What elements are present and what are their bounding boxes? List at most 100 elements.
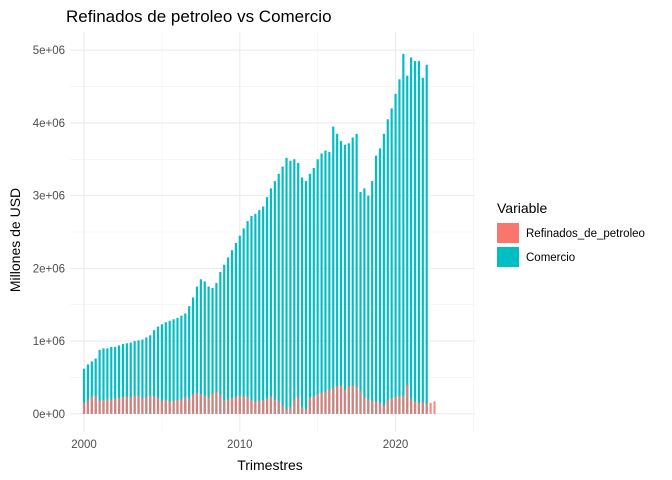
bar-refinados-de-petroleo — [347, 386, 350, 414]
bar-comercio — [110, 346, 113, 414]
bar-refinados-de-petroleo — [223, 400, 226, 414]
bar-refinados-de-petroleo — [207, 397, 210, 414]
bar-comercio — [82, 368, 86, 414]
bar-comercio — [297, 162, 300, 414]
bar-refinados-de-petroleo — [172, 400, 175, 414]
bar-refinados-de-petroleo — [371, 400, 374, 414]
bar-refinados-de-petroleo — [106, 399, 109, 414]
bar-refinados-de-petroleo — [129, 397, 132, 414]
bar-refinados-de-petroleo — [304, 409, 308, 414]
bar-comercio — [242, 228, 245, 414]
bar-refinados-de-petroleo — [277, 400, 280, 414]
bar-refinados-de-petroleo — [269, 396, 273, 414]
bar-comercio — [199, 279, 202, 414]
bar-refinados-de-petroleo — [203, 395, 206, 414]
bar-comercio — [308, 173, 311, 414]
bar-comercio — [133, 341, 136, 414]
bar-comercio — [246, 221, 249, 414]
bar-comercio — [207, 286, 210, 414]
bar-comercio — [304, 181, 308, 414]
bar-refinados-de-petroleo — [281, 405, 284, 414]
bar-refinados-de-petroleo — [382, 405, 385, 414]
plot-panel — [70, 32, 475, 432]
bar-refinados-de-petroleo — [324, 391, 327, 414]
legend-title: Variable — [497, 200, 548, 216]
bar-refinados-de-petroleo — [191, 394, 195, 414]
bar-comercio — [281, 166, 284, 414]
bar-comercio — [262, 206, 265, 414]
bar-comercio — [172, 319, 175, 414]
bar-refinados-de-petroleo — [293, 399, 296, 414]
y-axis-title: Millones de USD — [7, 188, 23, 292]
bar-comercio — [153, 330, 156, 414]
bar-refinados-de-petroleo — [258, 400, 261, 414]
bar-comercio — [382, 133, 385, 414]
bar-comercio — [258, 210, 261, 414]
bar-refinados-de-petroleo — [180, 399, 183, 414]
bar-refinados-de-petroleo — [90, 396, 93, 414]
bar-refinados-de-petroleo — [378, 402, 382, 414]
bar-comercio — [378, 148, 382, 414]
bar-comercio — [164, 322, 167, 414]
bars — [82, 53, 436, 414]
bar-refinados-de-petroleo — [413, 401, 417, 414]
bar-comercio — [328, 152, 331, 414]
bar-refinados-de-petroleo — [374, 401, 378, 414]
bar-comercio — [117, 345, 121, 414]
bar-comercio — [273, 181, 276, 414]
bar-comercio — [137, 340, 140, 414]
bar-comercio — [425, 64, 428, 414]
bar-comercio — [250, 216, 253, 414]
bar-comercio — [102, 348, 105, 414]
bar-comercio — [402, 53, 405, 414]
bar-comercio — [211, 288, 214, 414]
bar-refinados-de-petroleo — [289, 407, 292, 414]
bar-comercio — [90, 361, 93, 414]
bar-comercio — [141, 339, 144, 414]
bar-comercio — [265, 197, 269, 414]
bar-comercio — [421, 77, 424, 414]
bar-comercio — [227, 257, 230, 414]
bar-refinados-de-petroleo — [82, 402, 86, 414]
bar-comercio — [184, 313, 187, 414]
bar-comercio — [180, 315, 183, 414]
bar-refinados-de-petroleo — [145, 397, 148, 414]
y-tick-label: 4e+06 — [33, 118, 65, 130]
bar-comercio — [219, 272, 222, 414]
bar-comercio — [343, 144, 347, 414]
bar-refinados-de-petroleo — [410, 399, 413, 414]
bar-comercio — [121, 344, 125, 414]
bar-comercio — [394, 93, 397, 414]
bar-comercio — [417, 61, 421, 414]
bar-refinados-de-petroleo — [195, 392, 199, 414]
bar-refinados-de-petroleo — [149, 395, 152, 414]
bar-refinados-de-petroleo — [394, 397, 397, 414]
bar-comercio — [386, 119, 389, 414]
bar-refinados-de-petroleo — [390, 398, 393, 414]
bar-comercio — [320, 153, 323, 414]
bar-comercio — [285, 157, 288, 414]
bar-refinados-de-petroleo — [176, 400, 179, 414]
bar-comercio — [106, 348, 109, 414]
bar-refinados-de-petroleo — [273, 399, 276, 414]
bar-comercio — [277, 173, 280, 414]
bar-refinados-de-petroleo — [339, 385, 343, 414]
bar-refinados-de-petroleo — [297, 397, 300, 414]
bar-refinados-de-petroleo — [328, 389, 331, 414]
bar-refinados-de-petroleo — [262, 400, 265, 414]
bar-comercio — [98, 349, 101, 414]
bar-refinados-de-petroleo — [320, 392, 323, 414]
y-axis: 0e+00 1e+06 2e+06 3e+06 4e+06 5e+06 — [33, 45, 65, 421]
y-tick-label: 1e+06 — [33, 336, 65, 348]
bar-comercio — [234, 242, 237, 414]
bar-refinados-de-petroleo — [184, 397, 187, 414]
chart-title: Refinados de petroleo vs Comercio — [66, 7, 332, 26]
bar-comercio — [176, 317, 179, 414]
bar-comercio — [254, 213, 257, 414]
bar-refinados-de-petroleo — [359, 391, 362, 414]
bar-refinados-de-petroleo — [355, 386, 358, 414]
bar-refinados-de-petroleo — [133, 395, 136, 414]
bar-refinados-de-petroleo — [421, 402, 424, 414]
legend-label: Comercio — [526, 252, 575, 264]
bar-refinados-de-petroleo — [125, 396, 128, 414]
